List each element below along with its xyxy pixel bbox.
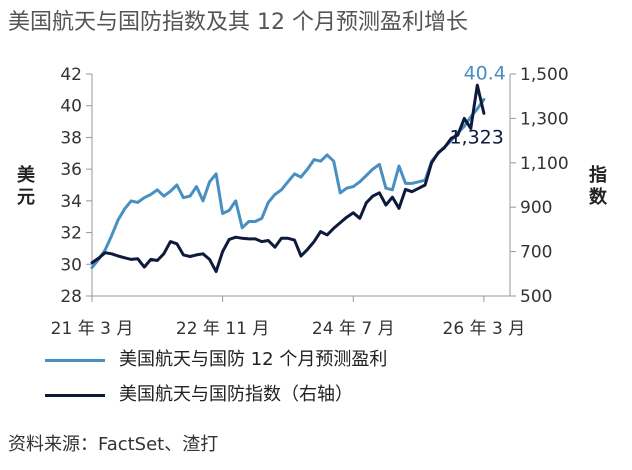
labels: 28 30 32 34 36 38 40 42 500 700 900 1,100 1,300 1,500…: [17, 62, 608, 339]
chart-title: 美国航天与国防指数及其 12 个月预测盈利增长: [8, 10, 468, 35]
index-line: [90, 83, 486, 274]
axes: [86, 73, 516, 302]
left-tick-label: 30: [60, 255, 82, 275]
x-tick-label: 21 年 3 月: [51, 319, 134, 339]
legend-item-earnings: 美国航天与国防 12 个月预测盈利: [45, 345, 387, 371]
left-tick-label: 34: [60, 192, 82, 212]
earnings-line: [90, 97, 486, 269]
right-tick-label: 1,100: [520, 154, 569, 174]
legend-swatch-index: [45, 393, 105, 397]
left-axis-title: 美元: [17, 164, 35, 208]
left-tick-label: 40: [60, 97, 82, 117]
index-end-label: 1,323: [449, 126, 503, 148]
right-tick-label: 900: [520, 198, 552, 218]
legend-swatch-earnings: [45, 358, 105, 362]
left-tick-label: 38: [60, 128, 82, 148]
right-tick-label: 1,500: [520, 65, 569, 85]
source-note: 资料来源：FactSet、渣打: [8, 434, 219, 455]
x-tick-label: 26 年 3 月: [443, 319, 526, 339]
right-axis-title: 指数: [589, 164, 608, 208]
right-tick-label: 500: [520, 287, 552, 307]
legend-label-index: 美国航天与国防指数（右轴）: [119, 384, 353, 405]
left-tick-label: 32: [60, 224, 82, 244]
left-tick-label: 28: [60, 287, 82, 307]
left-tick-label: 42: [60, 65, 82, 85]
x-tick-label: 24 年 7 月: [312, 319, 395, 339]
legend-item-index: 美国航天与国防指数（右轴）: [45, 380, 353, 406]
right-tick-label: 700: [520, 243, 552, 263]
left-tick-label: 36: [60, 160, 82, 180]
x-tick-label: 22 年 11 月: [176, 319, 269, 339]
right-tick-label: 1,300: [520, 109, 569, 129]
series-layer: [90, 83, 486, 274]
earnings-end-label: 40.4: [464, 62, 506, 84]
legend-label-earnings: 美国航天与国防 12 个月预测盈利: [119, 349, 388, 370]
